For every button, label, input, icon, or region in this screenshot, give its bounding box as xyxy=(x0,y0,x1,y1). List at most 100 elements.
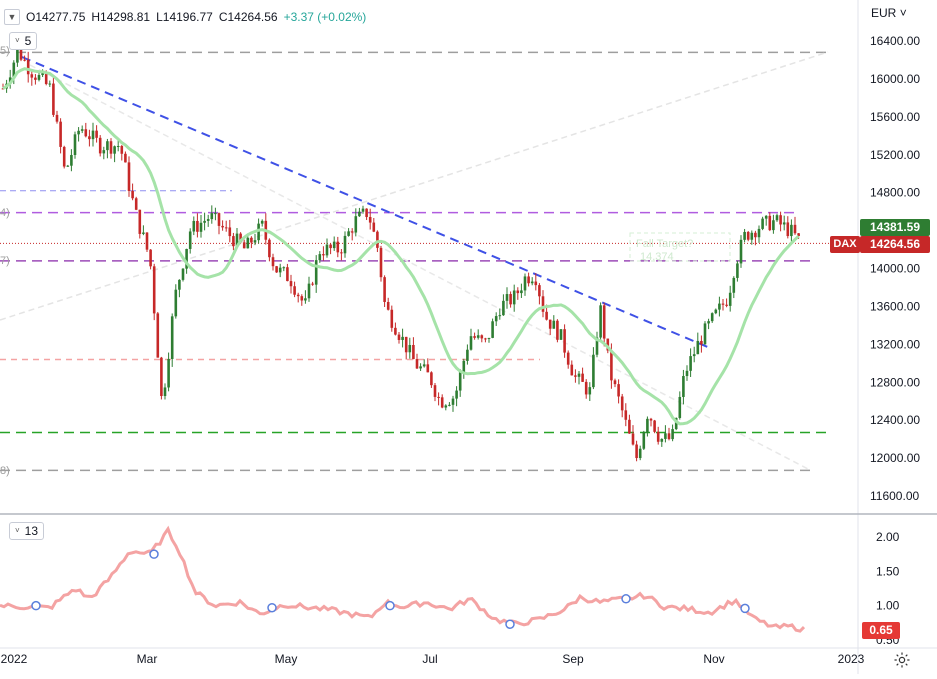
candle-body xyxy=(584,381,588,395)
currency-selector[interactable]: EUR ˅ xyxy=(871,6,907,20)
x-axis-tick-label: 2022 xyxy=(1,652,28,666)
candle-body xyxy=(635,444,638,459)
candle-body xyxy=(487,337,491,339)
candle-body xyxy=(70,154,73,166)
candle-body xyxy=(178,279,181,290)
candle-body xyxy=(462,360,466,373)
candle-body xyxy=(347,231,350,236)
candle-body xyxy=(541,296,545,312)
candle-body xyxy=(624,410,628,420)
fib-edge-label: 4) xyxy=(0,207,10,219)
candle-body xyxy=(296,294,300,297)
candle-body xyxy=(664,433,667,439)
candle-body xyxy=(430,372,433,386)
candle-body xyxy=(152,266,156,314)
candle-body xyxy=(372,222,376,232)
candle-body xyxy=(775,215,779,221)
candle-body xyxy=(469,336,473,350)
candle-body xyxy=(192,220,196,232)
candle-body xyxy=(714,309,718,314)
candle-body xyxy=(451,398,455,405)
candle-body xyxy=(44,73,48,84)
y-axis-tick-label: 14000.00 xyxy=(870,262,920,276)
candle-body xyxy=(16,49,19,63)
candle-body xyxy=(782,222,786,225)
candle-body xyxy=(142,232,145,234)
candle-body xyxy=(145,232,149,250)
indicator-badge-top[interactable]: ˅ 5 xyxy=(9,32,38,50)
gear-icon[interactable] xyxy=(893,651,911,669)
candle-body xyxy=(383,277,386,302)
candle-body xyxy=(527,276,530,284)
candle-body xyxy=(246,237,250,249)
candle-body xyxy=(754,232,757,238)
candle-body xyxy=(343,235,347,254)
candle-body xyxy=(275,266,278,273)
indicator-value-top: 5 xyxy=(24,34,32,48)
candle-body xyxy=(48,83,52,85)
candle-body xyxy=(1,88,5,90)
candle-body xyxy=(73,134,77,155)
candle-body xyxy=(160,357,163,397)
candle-body xyxy=(138,209,142,234)
candle-body xyxy=(268,239,271,258)
candle-body xyxy=(638,448,642,459)
currency-label: EUR xyxy=(871,6,897,20)
candle-body xyxy=(606,338,610,351)
candle-body xyxy=(613,380,617,385)
candle-body xyxy=(685,370,689,377)
candle-body xyxy=(55,114,59,122)
candle-body xyxy=(509,294,512,305)
indicator-badge-bottom[interactable]: ˅ 13 xyxy=(9,522,45,540)
candle-body xyxy=(354,216,358,233)
candle-body xyxy=(725,304,728,306)
y-axis-tick-label: 14800.00 xyxy=(870,186,920,200)
candle-body xyxy=(350,231,354,233)
candle-body xyxy=(271,257,275,267)
candle-body xyxy=(300,296,304,301)
candle-body xyxy=(660,438,664,442)
legend-open: O14277.75 xyxy=(26,10,86,24)
x-axis-tick-label: Mar xyxy=(137,652,158,666)
candle-body xyxy=(671,429,674,440)
candle-body xyxy=(278,267,282,273)
legend-collapse-icon[interactable]: ▼ xyxy=(4,9,20,25)
candle-body xyxy=(502,300,505,316)
candle-body xyxy=(750,232,754,240)
candle-body xyxy=(62,146,66,167)
lower-marker-circle xyxy=(31,600,41,611)
y-axis-tick-label: 12000.00 xyxy=(870,451,920,465)
candle-body xyxy=(732,277,736,293)
candle-body xyxy=(422,364,426,367)
x-axis-tick-label: Jul xyxy=(422,652,437,666)
candle-body xyxy=(797,233,800,237)
upper-price-tag: 14381.59 xyxy=(860,219,930,236)
candle-body xyxy=(66,165,70,167)
ohlc-legend: ▼ O14277.75 H14298.81 L14196.77 C14264.5… xyxy=(4,9,366,25)
candle-body xyxy=(620,396,624,411)
candle-body xyxy=(692,354,696,357)
candle-body xyxy=(786,222,790,237)
fib-edge-label: 7) xyxy=(0,255,10,267)
candle-body xyxy=(480,335,484,339)
candle-body xyxy=(790,224,793,237)
candle-body xyxy=(26,59,30,75)
candle-body xyxy=(314,260,318,285)
candle-body xyxy=(674,417,678,430)
candle-body xyxy=(116,146,120,148)
candle-body xyxy=(577,373,581,377)
candle-body xyxy=(656,431,660,442)
candle-body xyxy=(581,373,584,382)
candle-body xyxy=(386,301,390,310)
candle-body xyxy=(106,141,109,151)
candle-body xyxy=(484,338,487,340)
candle-body xyxy=(574,375,577,377)
candle-body xyxy=(329,244,332,249)
candle-body xyxy=(34,77,37,80)
candle-body xyxy=(221,225,224,228)
candle-body xyxy=(743,231,746,240)
lower-marker-circle xyxy=(621,594,631,604)
lower-marker-circle xyxy=(740,603,750,614)
